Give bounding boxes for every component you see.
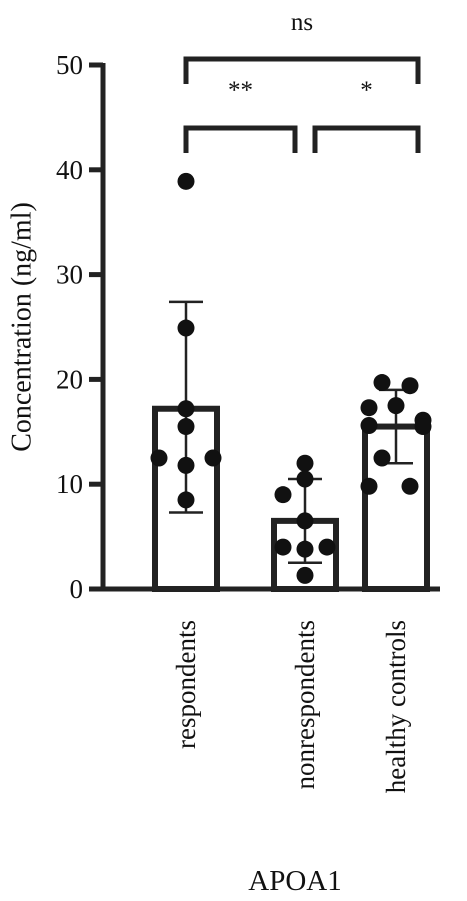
data-point — [177, 319, 195, 337]
y-axis-title: Concentration (ng/ml) — [6, 202, 37, 452]
y-tick-label: 10 — [56, 469, 83, 499]
data-point — [296, 566, 314, 584]
significance-label: * — [360, 77, 373, 104]
y-tick-label: 20 — [56, 364, 83, 394]
data-point — [296, 512, 314, 530]
data-point — [296, 470, 314, 488]
data-point — [373, 449, 391, 467]
data-point — [274, 486, 292, 504]
data-point — [360, 477, 378, 495]
data-points — [150, 172, 432, 584]
data-point — [401, 477, 419, 495]
significance-bracket — [183, 125, 298, 153]
data-point — [401, 377, 419, 395]
data-point — [414, 418, 432, 436]
axes — [100, 63, 440, 592]
data-point — [177, 456, 195, 474]
significance-label: ** — [228, 77, 253, 104]
data-point — [177, 491, 195, 509]
significance-label: ns — [291, 9, 313, 36]
data-point — [360, 399, 378, 417]
data-point — [373, 374, 391, 392]
data-point — [274, 538, 292, 556]
data-point — [204, 449, 222, 467]
y-tick-label: 40 — [56, 155, 83, 185]
x-category-label: respondents — [171, 620, 201, 749]
significance-bracket — [312, 125, 421, 153]
data-point — [296, 454, 314, 472]
data-point — [360, 417, 378, 435]
x-category-label: healthy controls — [381, 620, 411, 793]
x-category-label: nonrespondents — [290, 620, 320, 789]
data-point — [177, 418, 195, 436]
data-point — [150, 449, 168, 467]
y-tick-label: 0 — [70, 574, 84, 604]
data-point — [296, 540, 314, 558]
data-point — [387, 397, 405, 415]
x-category-labels: respondents nonrespondents healthy control… — [171, 620, 411, 793]
y-tick-label: 30 — [56, 260, 83, 290]
significance-brackets: ** *ns — [183, 9, 421, 153]
x-axis-title: APOA1 — [248, 865, 341, 897]
data-point — [177, 400, 195, 418]
y-tick-label: 50 — [56, 50, 83, 80]
significance-bracket — [183, 56, 421, 84]
data-point — [318, 538, 336, 556]
y-ticks: 0 10 20 30 40 50 — [56, 50, 103, 604]
data-point — [177, 172, 195, 190]
